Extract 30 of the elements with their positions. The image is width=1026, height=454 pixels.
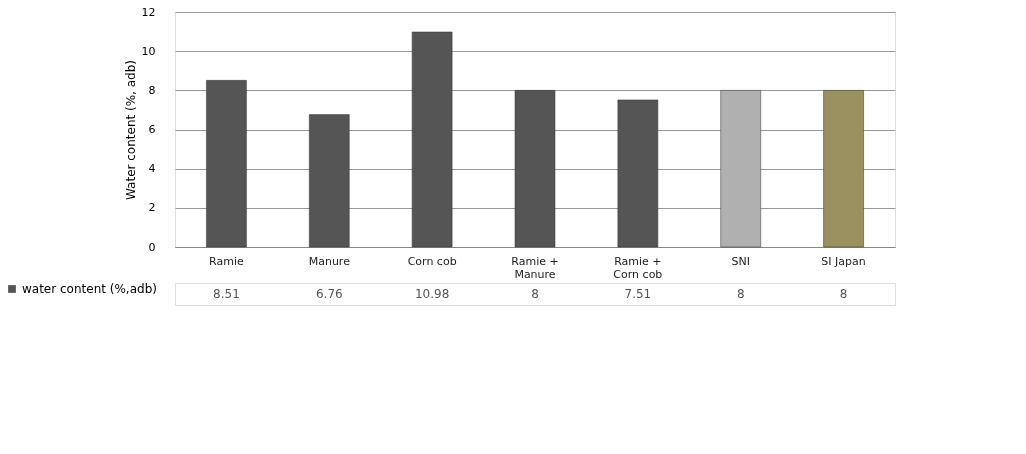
y-axis-title: Water content (%, adb) <box>123 59 138 201</box>
bar <box>720 90 761 248</box>
y-tick-label: 2 <box>148 201 156 215</box>
bar <box>411 31 453 248</box>
x-tick-label: Ramie <box>209 254 244 268</box>
data-label: 8 <box>736 287 745 301</box>
bar <box>617 99 659 248</box>
bar <box>309 114 350 248</box>
y-tick-label: 12 <box>141 5 156 19</box>
bar <box>514 90 556 248</box>
legend-label: water content (%,adb) <box>22 282 157 296</box>
bar <box>823 90 864 248</box>
bar <box>206 80 247 248</box>
y-tick-label: 10 <box>141 44 156 58</box>
y-tick-label: 4 <box>148 162 156 176</box>
x-tick-label: SNI <box>731 254 750 268</box>
y-tick-label: 6 <box>148 123 156 136</box>
data-label: 8 <box>531 287 539 301</box>
y-tick-label: 0 <box>148 240 156 254</box>
data-label: 8 <box>839 287 848 301</box>
data-label: 10.98 <box>414 287 450 301</box>
x-tick-label: Ramie + Manure <box>511 254 559 281</box>
y-tick-label: 8 <box>148 83 156 97</box>
data-label: 7.51 <box>624 287 652 301</box>
x-tick-label: SI Japan <box>821 254 866 268</box>
data-label: 8.51 <box>213 287 240 301</box>
x-tick-label: Corn cob <box>407 254 457 268</box>
x-tick-label: Manure <box>308 254 351 268</box>
x-tick-label: Ramie + Corn cob <box>613 254 663 281</box>
data-label: 6.76 <box>315 287 343 301</box>
